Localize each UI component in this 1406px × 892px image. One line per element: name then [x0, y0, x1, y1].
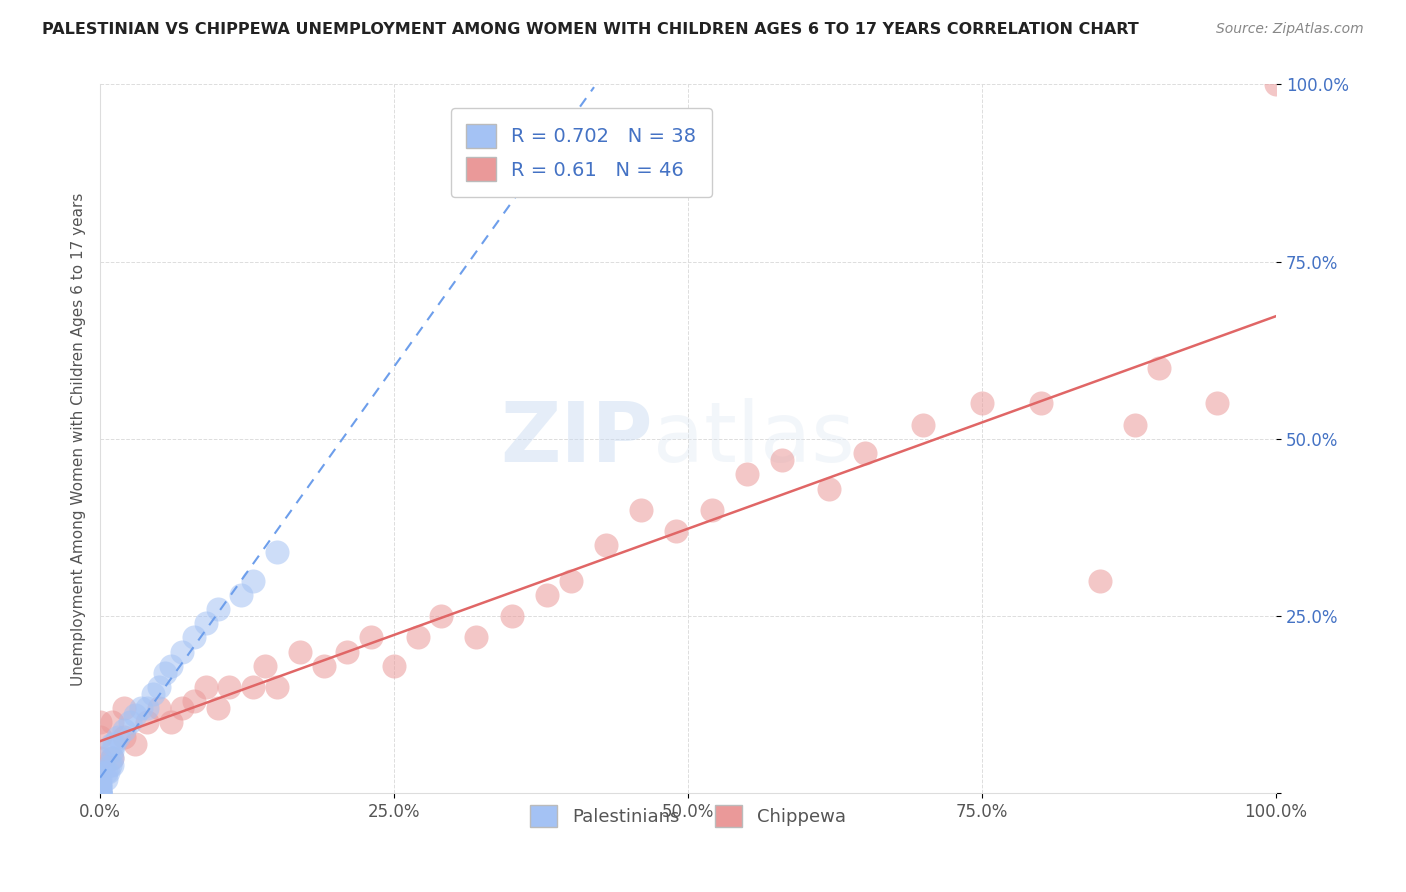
- Point: [101, 751, 124, 765]
- Point: [1147, 361, 1170, 376]
- Point: [103, 737, 125, 751]
- Point: [630, 503, 652, 517]
- Point: [818, 482, 841, 496]
- Point: [183, 631, 205, 645]
- Point: [107, 730, 129, 744]
- Point: [266, 545, 288, 559]
- Point: [382, 658, 405, 673]
- Point: [89, 786, 111, 800]
- Point: [1123, 417, 1146, 432]
- Point: [288, 644, 311, 658]
- Point: [112, 730, 135, 744]
- Point: [242, 574, 264, 588]
- Point: [89, 751, 111, 765]
- Point: [89, 786, 111, 800]
- Point: [153, 665, 176, 680]
- Point: [89, 786, 111, 800]
- Point: [665, 524, 688, 538]
- Point: [101, 744, 124, 758]
- Point: [124, 737, 146, 751]
- Point: [207, 602, 229, 616]
- Point: [89, 782, 111, 797]
- Y-axis label: Unemployment Among Women with Children Ages 6 to 17 years: Unemployment Among Women with Children A…: [72, 192, 86, 686]
- Point: [735, 467, 758, 482]
- Text: atlas: atlas: [652, 399, 855, 479]
- Point: [172, 701, 194, 715]
- Point: [465, 631, 488, 645]
- Point: [406, 631, 429, 645]
- Point: [89, 779, 111, 793]
- Point: [148, 680, 170, 694]
- Point: [912, 417, 935, 432]
- Point: [1206, 396, 1229, 410]
- Point: [124, 708, 146, 723]
- Point: [89, 730, 111, 744]
- Point: [159, 715, 181, 730]
- Point: [142, 687, 165, 701]
- Point: [1265, 78, 1288, 92]
- Point: [231, 588, 253, 602]
- Point: [336, 644, 359, 658]
- Text: Source: ZipAtlas.com: Source: ZipAtlas.com: [1216, 22, 1364, 37]
- Point: [501, 609, 523, 624]
- Point: [136, 715, 159, 730]
- Point: [118, 715, 141, 730]
- Point: [89, 775, 111, 789]
- Point: [89, 782, 111, 797]
- Point: [1088, 574, 1111, 588]
- Point: [312, 658, 335, 673]
- Text: ZIP: ZIP: [501, 399, 652, 479]
- Point: [595, 538, 617, 552]
- Point: [194, 680, 217, 694]
- Point: [560, 574, 582, 588]
- Point: [242, 680, 264, 694]
- Point: [136, 701, 159, 715]
- Legend: Palestinians, Chippewa: Palestinians, Chippewa: [523, 797, 853, 834]
- Point: [129, 701, 152, 715]
- Point: [430, 609, 453, 624]
- Point: [101, 751, 124, 765]
- Point: [700, 503, 723, 517]
- Point: [97, 765, 120, 780]
- Point: [89, 779, 111, 793]
- Point: [94, 765, 117, 780]
- Point: [972, 396, 994, 410]
- Point: [89, 715, 111, 730]
- Point: [98, 758, 121, 772]
- Point: [770, 453, 793, 467]
- Point: [266, 680, 288, 694]
- Point: [112, 723, 135, 737]
- Point: [536, 588, 558, 602]
- Point: [89, 765, 111, 780]
- Point: [218, 680, 240, 694]
- Text: PALESTINIAN VS CHIPPEWA UNEMPLOYMENT AMONG WOMEN WITH CHILDREN AGES 6 TO 17 YEAR: PALESTINIAN VS CHIPPEWA UNEMPLOYMENT AMO…: [42, 22, 1139, 37]
- Point: [89, 786, 111, 800]
- Point: [94, 772, 117, 787]
- Point: [194, 616, 217, 631]
- Point: [172, 644, 194, 658]
- Point: [853, 446, 876, 460]
- Point: [360, 631, 382, 645]
- Point: [89, 772, 111, 787]
- Point: [89, 786, 111, 800]
- Point: [112, 701, 135, 715]
- Point: [101, 737, 124, 751]
- Point: [148, 701, 170, 715]
- Point: [207, 701, 229, 715]
- Point: [253, 658, 276, 673]
- Point: [101, 758, 124, 772]
- Point: [1029, 396, 1052, 410]
- Point: [183, 694, 205, 708]
- Point: [101, 715, 124, 730]
- Point: [159, 658, 181, 673]
